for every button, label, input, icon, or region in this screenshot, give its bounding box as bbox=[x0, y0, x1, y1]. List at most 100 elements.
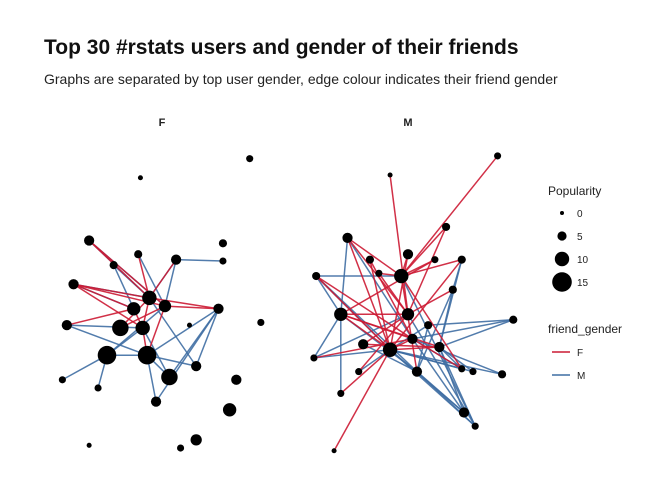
node bbox=[442, 222, 451, 231]
node bbox=[498, 370, 507, 379]
node bbox=[135, 320, 150, 336]
node bbox=[337, 389, 345, 397]
node bbox=[331, 448, 337, 454]
edge-F bbox=[333, 349, 391, 452]
node bbox=[61, 320, 72, 331]
edge-F bbox=[315, 275, 391, 351]
node bbox=[158, 299, 172, 313]
gender-key-label: F bbox=[577, 348, 583, 359]
node bbox=[213, 303, 224, 314]
node bbox=[231, 374, 242, 385]
node bbox=[134, 250, 143, 259]
edge-M bbox=[106, 305, 166, 356]
edge-F bbox=[363, 343, 440, 348]
edge-M bbox=[112, 264, 135, 310]
edge-M bbox=[389, 349, 503, 376]
edge-M bbox=[412, 338, 503, 376]
node bbox=[137, 175, 143, 181]
node bbox=[469, 368, 477, 376]
node bbox=[68, 279, 79, 290]
edge-F bbox=[390, 346, 440, 351]
node bbox=[137, 345, 157, 365]
node bbox=[97, 345, 117, 365]
edge-F bbox=[73, 283, 135, 310]
edge-M bbox=[313, 313, 342, 359]
node bbox=[358, 339, 369, 350]
node bbox=[312, 271, 321, 281]
node bbox=[355, 368, 363, 376]
popularity-key-label: 5 bbox=[577, 232, 583, 243]
edge-F bbox=[401, 258, 462, 277]
facet-label-F: F bbox=[159, 117, 166, 129]
edge-F bbox=[407, 289, 454, 315]
edge-M bbox=[428, 318, 514, 326]
popularity-key bbox=[554, 251, 570, 267]
gender-key-label: M bbox=[577, 371, 585, 382]
node bbox=[448, 285, 457, 294]
node bbox=[424, 321, 433, 330]
edge-M bbox=[176, 258, 223, 262]
popularity-key bbox=[552, 272, 572, 292]
edge-M bbox=[313, 313, 409, 359]
edge-M bbox=[146, 308, 219, 356]
edge-M bbox=[411, 338, 465, 413]
popularity-legend: 0 5 10 15 bbox=[552, 209, 589, 292]
edge-F bbox=[400, 275, 418, 372]
popularity-key-label: 0 bbox=[577, 209, 583, 220]
edge-F bbox=[400, 226, 447, 277]
edge-F bbox=[73, 283, 144, 329]
node bbox=[494, 152, 502, 160]
popularity-legend-title: Popularity bbox=[548, 184, 601, 198]
edge-F bbox=[340, 349, 391, 394]
chart-subtitle: Graphs are separated by top user gender,… bbox=[44, 71, 558, 87]
edge-F bbox=[400, 155, 499, 277]
node bbox=[365, 255, 375, 264]
edge-M bbox=[164, 259, 177, 307]
node bbox=[402, 249, 414, 260]
facet-panels bbox=[58, 152, 518, 454]
edge-F bbox=[149, 297, 219, 310]
edge-F bbox=[369, 259, 391, 350]
node bbox=[375, 269, 383, 277]
edge-M bbox=[155, 308, 220, 403]
node bbox=[334, 307, 348, 321]
node bbox=[86, 442, 92, 448]
edge-F bbox=[120, 305, 166, 329]
node bbox=[112, 319, 129, 337]
edge-F bbox=[66, 308, 134, 326]
node bbox=[342, 232, 353, 243]
edge-M bbox=[137, 253, 166, 307]
edge-M bbox=[142, 327, 171, 378]
node bbox=[191, 361, 202, 372]
node bbox=[457, 255, 466, 264]
node bbox=[431, 256, 439, 264]
node bbox=[94, 384, 102, 392]
gender-legend-title: friend_gender bbox=[548, 322, 622, 336]
node bbox=[177, 444, 185, 452]
edge-F bbox=[137, 254, 151, 299]
node bbox=[222, 403, 237, 417]
node bbox=[186, 322, 193, 328]
node bbox=[434, 341, 445, 353]
edge-M bbox=[315, 275, 342, 315]
edge-M bbox=[195, 308, 220, 367]
edge-M bbox=[66, 324, 148, 356]
node bbox=[161, 368, 178, 386]
node bbox=[411, 366, 423, 377]
edge-M bbox=[416, 371, 476, 427]
node bbox=[458, 407, 470, 418]
node bbox=[218, 239, 228, 248]
panel-M bbox=[310, 152, 518, 454]
edge-F bbox=[164, 305, 219, 310]
edge-F bbox=[340, 313, 440, 348]
edge-F bbox=[400, 275, 463, 370]
edge-M bbox=[439, 319, 514, 348]
node bbox=[407, 333, 418, 344]
node bbox=[84, 235, 95, 246]
node bbox=[246, 155, 254, 163]
edge-F bbox=[148, 259, 177, 299]
edge-F bbox=[412, 338, 463, 370]
edge-M bbox=[362, 343, 418, 373]
node bbox=[458, 365, 466, 373]
